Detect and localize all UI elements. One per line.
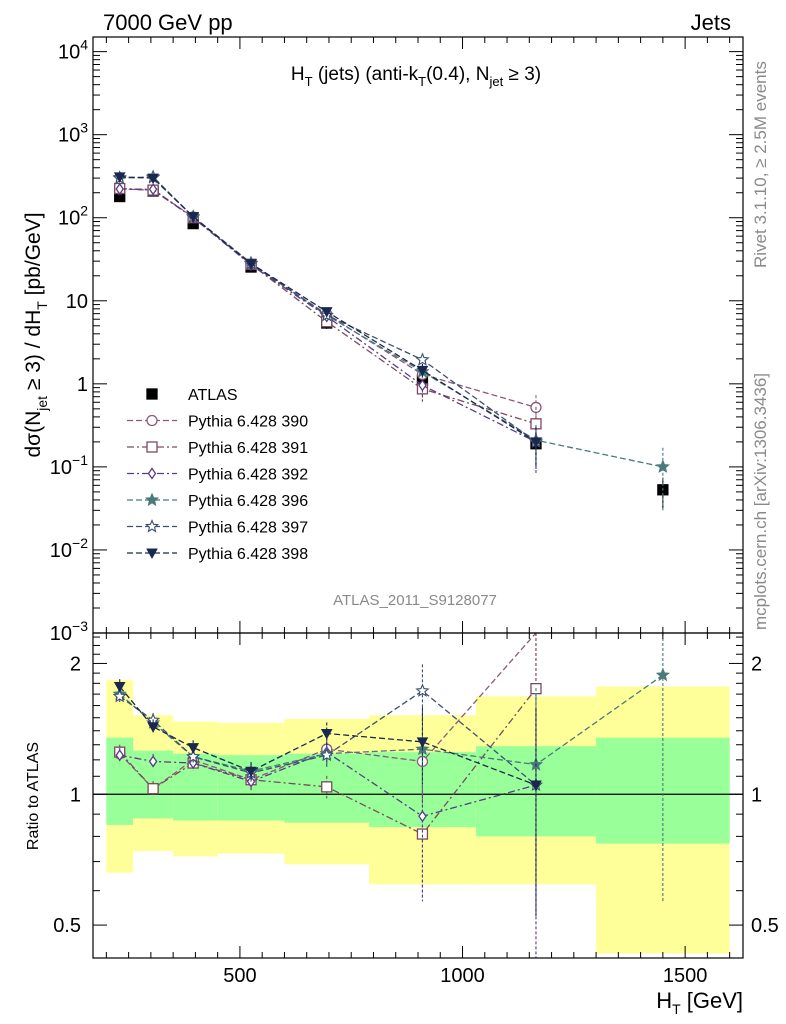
- ratio-y-tick-label-left-1: 1: [70, 784, 81, 806]
- legend-marker-3: [147, 467, 157, 480]
- legend-label-2: Pythia 6.428 391: [188, 440, 308, 457]
- series-1: [114, 183, 542, 426]
- ratio-y-tick-label-right-1: 1: [751, 784, 762, 806]
- ratio-point: [655, 667, 670, 682]
- legend-label-5: Pythia 6.428 397: [188, 520, 308, 537]
- ratio-point: [320, 728, 333, 740]
- y-tick-label-3: 10: [66, 291, 88, 313]
- data-point: [655, 459, 670, 473]
- data-point: [113, 172, 126, 183]
- ratio-point: [418, 810, 427, 823]
- mcplots-label: mcplots.cern.ch [arXiv:1306.3436]: [751, 373, 770, 630]
- legend-label-0: ATLAS: [188, 387, 238, 404]
- main-title: HT (jets) (anti-kT(0.4), Njet ≥ 3): [291, 64, 541, 89]
- ratio-point: [115, 749, 125, 762]
- series-6: [113, 172, 542, 467]
- data-point: [245, 259, 257, 270]
- x-tick-label-2: 1500: [663, 965, 708, 987]
- analysis-watermark: ATLAS_2011_S9128077: [333, 592, 497, 609]
- legend-marker-4: [144, 492, 160, 507]
- data-point: [147, 173, 159, 185]
- legend-label-3: Pythia 6.428 392: [188, 467, 308, 484]
- series-0: [114, 185, 669, 509]
- data-point: [530, 437, 542, 448]
- ratio-bands: [106, 680, 730, 954]
- x-tick-label-0: 500: [223, 965, 256, 987]
- ratio-point: [530, 780, 542, 792]
- data-point: [148, 183, 158, 196]
- main-y-axis-label: dσ(Njet ≥ 3) / dHT [pb/GeV]: [22, 212, 50, 457]
- ratio-point: [112, 688, 127, 703]
- series-5: [112, 169, 544, 467]
- legend-label-4: Pythia 6.428 396: [188, 493, 308, 510]
- ratio-point: [416, 828, 429, 840]
- header-left: 7000 GeV pp: [103, 10, 233, 35]
- legend-marker-2: [146, 441, 158, 453]
- ratio-point: [148, 755, 158, 768]
- y-tick-label-7: 10−3: [50, 618, 88, 645]
- ratio-point: [245, 766, 257, 778]
- legend-label-6: Pythia 6.428 398: [188, 546, 308, 563]
- header-right: Jets: [691, 10, 731, 35]
- ratio-y-tick-label-left-0: 0.5: [53, 915, 81, 937]
- ratio-point: [187, 743, 200, 754]
- ratio-point: [319, 747, 334, 762]
- legend-label-1: Pythia 6.428 390: [188, 414, 308, 431]
- rivet-label: Rivet 3.1.10, ≥ 2.5M events: [751, 61, 770, 268]
- y-tick-label-2: 102: [58, 203, 88, 230]
- ratio-line-3: [119, 674, 664, 772]
- ratio-y-tick-label-right-2: 2: [751, 653, 762, 675]
- y-tick-label-5: 10−1: [50, 452, 88, 479]
- x-axis-label: HT [GeV]: [656, 988, 743, 1017]
- y-tick-label-6: 10−2: [50, 535, 88, 562]
- legend-marker-0: [146, 388, 158, 400]
- data-point: [115, 182, 125, 196]
- series-3: [115, 182, 541, 475]
- ratio-series: [112, 632, 670, 958]
- y-tick-label-1: 103: [58, 120, 88, 147]
- data-point: [416, 365, 429, 377]
- ratio-point: [416, 737, 429, 748]
- data-point: [418, 379, 427, 392]
- ratio-point: [147, 722, 159, 733]
- legend-marker-1: [146, 414, 158, 427]
- ratio-point: [321, 781, 333, 793]
- ratio-y-tick-label-left-2: 2: [70, 653, 81, 675]
- series-line-1: [119, 188, 537, 409]
- series-line-2: [119, 187, 537, 425]
- x-tick-label-1: 1000: [440, 965, 485, 987]
- ratio-point: [186, 749, 201, 763]
- main-series: [112, 169, 670, 511]
- y-tick-label-0: 104: [58, 37, 88, 64]
- ratio-series-5: [113, 679, 542, 916]
- legend-marker-6: [146, 548, 158, 560]
- legend-marker-5: [144, 519, 160, 533]
- ratio-y-tick-label-right-0: 0.5: [751, 915, 779, 937]
- data-point: [415, 352, 430, 366]
- data-point: [187, 212, 200, 223]
- ratio-point: [147, 783, 159, 795]
- ratio-point: [415, 683, 430, 697]
- legend: ATLAS Pythia 6.428 390 Pythia 6.428 391 Pyt…: [127, 387, 308, 563]
- main-plot-frame: [92, 36, 744, 634]
- ratio-y-axis-label: Ratio to ATLAS: [25, 742, 42, 850]
- data-point: [320, 307, 333, 318]
- ratio-point: [113, 681, 126, 693]
- y-tick-label-4: 1: [77, 374, 88, 396]
